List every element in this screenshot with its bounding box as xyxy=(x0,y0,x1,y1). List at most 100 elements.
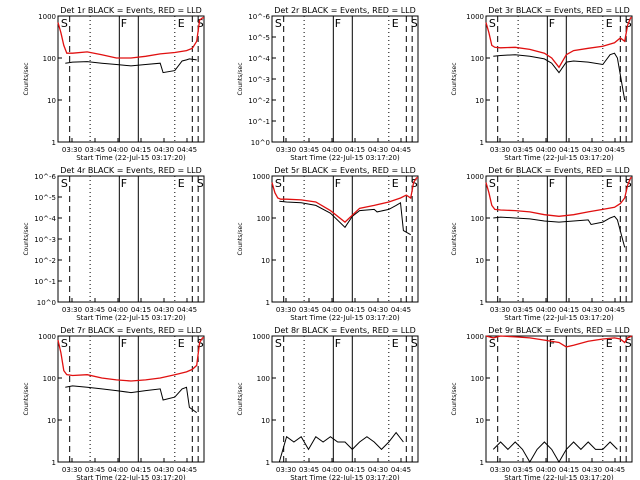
plot-frame xyxy=(271,175,419,303)
marker-letter: S xyxy=(411,17,418,30)
x-tick-label: 04:30 xyxy=(154,146,174,154)
marker-letter: E xyxy=(178,17,185,30)
x-tick-label: 04:00 xyxy=(108,306,128,314)
x-axis-label: Start Time (22-Jul-15 03:17:20) xyxy=(76,474,186,480)
y-tick-label: 100 xyxy=(257,215,270,223)
y-tick-label: 1000 xyxy=(466,173,484,181)
y-tick-label: 1 xyxy=(480,299,484,307)
panel-title: Det 4r BLACK = Events, RED = LLD xyxy=(60,166,202,175)
marker-letter: S xyxy=(275,17,282,30)
marker-letter: F xyxy=(121,337,127,350)
series-lld xyxy=(485,335,633,348)
plot-frame xyxy=(271,335,419,463)
x-tick-label: 04:45 xyxy=(177,146,197,154)
y-tick-label: 10 xyxy=(261,257,270,265)
panel-6: Det 6r BLACK = Events, RED = LLD 1 10 100 10… xyxy=(451,166,633,322)
x-tick-label: 04:15 xyxy=(131,146,151,154)
x-axis-label: Start Time (22-Jul-15 03:17:20) xyxy=(504,314,614,322)
marker-letter: F xyxy=(335,17,341,30)
x-tick-label: 04:15 xyxy=(131,466,151,474)
y-tick-label: 10^0 xyxy=(37,299,56,307)
x-tick-label: 04:30 xyxy=(368,146,388,154)
y-tick-label: 10^-5 xyxy=(248,34,270,42)
y-tick-label: 1 xyxy=(480,459,484,467)
panel-title: Det 9r BLACK = Events, RED = LLD xyxy=(488,326,630,335)
marker-letter: S xyxy=(61,177,68,190)
marker-letter: S xyxy=(489,177,496,190)
panel-title: Det 5r BLACK = Events, RED = LLD xyxy=(274,166,416,175)
series-events xyxy=(493,215,626,248)
marker-letter: E xyxy=(392,17,399,30)
y-tick-label: 10^-6 xyxy=(248,13,270,21)
x-tick-label: 03:45 xyxy=(513,306,533,314)
x-tick-label: 04:45 xyxy=(177,306,197,314)
y-axis-label: Counts/sec xyxy=(237,222,244,255)
marker-letter: E xyxy=(178,337,185,350)
x-tick-label: 04:00 xyxy=(322,306,342,314)
panel-9: Det 9r BLACK = Events, RED = LLD 1 10 100 10… xyxy=(451,326,633,480)
marker-letter: S xyxy=(411,337,418,350)
x-tick-label: 04:15 xyxy=(131,306,151,314)
marker-letter: S xyxy=(197,177,204,190)
x-axis-label: Start Time (22-Jul-15 03:17:20) xyxy=(290,474,400,480)
panel-title: Det 1r BLACK = Events, RED = LLD xyxy=(60,6,202,15)
panel-5: Det 5r BLACK = Events, RED = LLD 1 10 100 10… xyxy=(237,166,419,322)
y-tick-label: 1000 xyxy=(252,333,270,341)
marker-letter: S xyxy=(411,177,418,190)
x-tick-label: 03:45 xyxy=(513,146,533,154)
x-tick-label: 03:30 xyxy=(276,306,296,314)
y-axis-label: Counts/sec xyxy=(23,62,30,95)
y-tick-label: 1 xyxy=(266,299,270,307)
x-axis-label: Start Time (22-Jul-15 03:17:20) xyxy=(504,154,614,162)
y-tick-label: 1000 xyxy=(38,333,56,341)
series-lld xyxy=(485,17,632,69)
y-tick-label: 100 xyxy=(43,55,56,63)
x-axis-label: Start Time (22-Jul-15 03:17:20) xyxy=(504,474,614,480)
y-tick-label: 1000 xyxy=(38,13,56,21)
series-events xyxy=(65,58,197,74)
x-tick-label: 04:00 xyxy=(322,146,342,154)
x-axis-label: Start Time (22-Jul-15 03:17:20) xyxy=(76,314,186,322)
x-tick-label: 03:30 xyxy=(62,306,82,314)
series-lld xyxy=(57,337,204,382)
marker-letter: F xyxy=(121,17,127,30)
plot-frame xyxy=(57,15,205,143)
y-tick-label: 10 xyxy=(261,417,270,425)
x-axis-label: Start Time (22-Jul-15 03:17:20) xyxy=(76,154,186,162)
panel-title: Det 6r BLACK = Events, RED = LLD xyxy=(488,166,630,175)
y-tick-label: 1000 xyxy=(252,173,270,181)
y-tick-label: 100 xyxy=(471,55,484,63)
marker-letter: F xyxy=(549,177,555,190)
panel-1: Det 1r BLACK = Events, RED = LLD 1 10 100 10… xyxy=(23,6,205,162)
marker-letter: S xyxy=(61,17,68,30)
y-tick-label: 10 xyxy=(475,257,484,265)
x-tick-label: 04:00 xyxy=(322,466,342,474)
y-tick-label: 1 xyxy=(52,459,56,467)
x-tick-label: 04:30 xyxy=(154,466,174,474)
x-tick-label: 03:30 xyxy=(490,466,510,474)
y-axis-label: Counts/sec xyxy=(23,382,30,415)
x-tick-label: 04:45 xyxy=(605,146,625,154)
x-tick-label: 03:30 xyxy=(62,466,82,474)
y-tick-label: 10^0 xyxy=(251,139,270,147)
x-axis-label: Start Time (22-Jul-15 03:17:20) xyxy=(290,154,400,162)
x-tick-label: 03:45 xyxy=(85,306,105,314)
series-events xyxy=(278,431,404,463)
panel-title: Det 8r BLACK = Events, RED = LLD xyxy=(274,326,416,335)
y-tick-label: 10^-2 xyxy=(248,97,270,105)
marker-letter: S xyxy=(61,337,68,350)
x-tick-label: 03:30 xyxy=(62,146,82,154)
series-events xyxy=(492,441,618,463)
y-tick-label: 1 xyxy=(480,139,484,147)
x-tick-label: 03:45 xyxy=(85,146,105,154)
y-tick-label: 1 xyxy=(266,459,270,467)
marker-letter: E xyxy=(392,177,399,190)
y-tick-label: 100 xyxy=(257,375,270,383)
x-tick-label: 04:15 xyxy=(345,466,365,474)
x-tick-label: 03:30 xyxy=(276,146,296,154)
plot-frame xyxy=(485,175,633,303)
y-tick-label: 1 xyxy=(52,139,56,147)
x-tick-label: 04:00 xyxy=(108,146,128,154)
x-tick-label: 04:45 xyxy=(177,466,197,474)
